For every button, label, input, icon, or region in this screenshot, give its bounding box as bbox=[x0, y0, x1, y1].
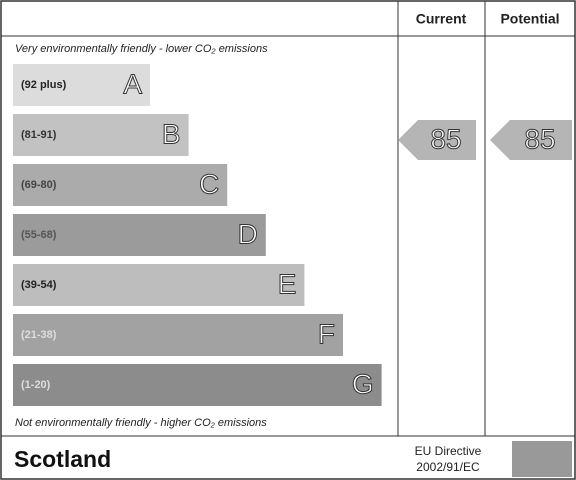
band-range: (39-54) bbox=[21, 279, 57, 291]
column-header: Current bbox=[416, 11, 467, 27]
band-bar bbox=[13, 64, 150, 106]
band-range: (81-91) bbox=[21, 129, 57, 141]
band-bar bbox=[13, 364, 382, 406]
band-bar bbox=[13, 314, 343, 356]
band-letter: B bbox=[162, 118, 181, 149]
directive: 2002/91/EC bbox=[416, 460, 480, 474]
band-letter: F bbox=[318, 318, 335, 349]
bottom-note: Not environmentally friendly - higher CO… bbox=[15, 417, 267, 429]
band-range: (21-38) bbox=[21, 329, 57, 341]
potential-rating: 85 bbox=[524, 123, 555, 154]
band-range: (1-20) bbox=[21, 379, 51, 391]
band-range: (92 plus) bbox=[21, 79, 67, 91]
top-note: Very environmentally friendly - lower CO… bbox=[15, 43, 268, 55]
directive: EU Directive bbox=[415, 444, 482, 458]
band-letter: G bbox=[352, 368, 374, 399]
band-bar bbox=[13, 214, 266, 256]
band-bar bbox=[13, 114, 189, 156]
band-letter: C bbox=[199, 168, 219, 199]
band-letter: A bbox=[123, 68, 142, 99]
band-letter: E bbox=[278, 268, 297, 299]
bands: (92 plus) A (81-91) B (69-80) C (55-68) D (39-54… bbox=[13, 64, 382, 406]
band-range: (55-68) bbox=[21, 229, 57, 241]
column-header: Potential bbox=[500, 11, 559, 27]
band-range: (69-80) bbox=[21, 179, 57, 191]
eu-flag bbox=[512, 441, 572, 477]
potential-arrow bbox=[490, 120, 572, 160]
band-bar bbox=[13, 264, 305, 306]
band-bar bbox=[13, 164, 228, 206]
band-letter: D bbox=[238, 218, 258, 249]
region: Scotland bbox=[14, 446, 111, 472]
current-arrow bbox=[398, 120, 476, 160]
current-rating: 85 bbox=[430, 123, 461, 154]
